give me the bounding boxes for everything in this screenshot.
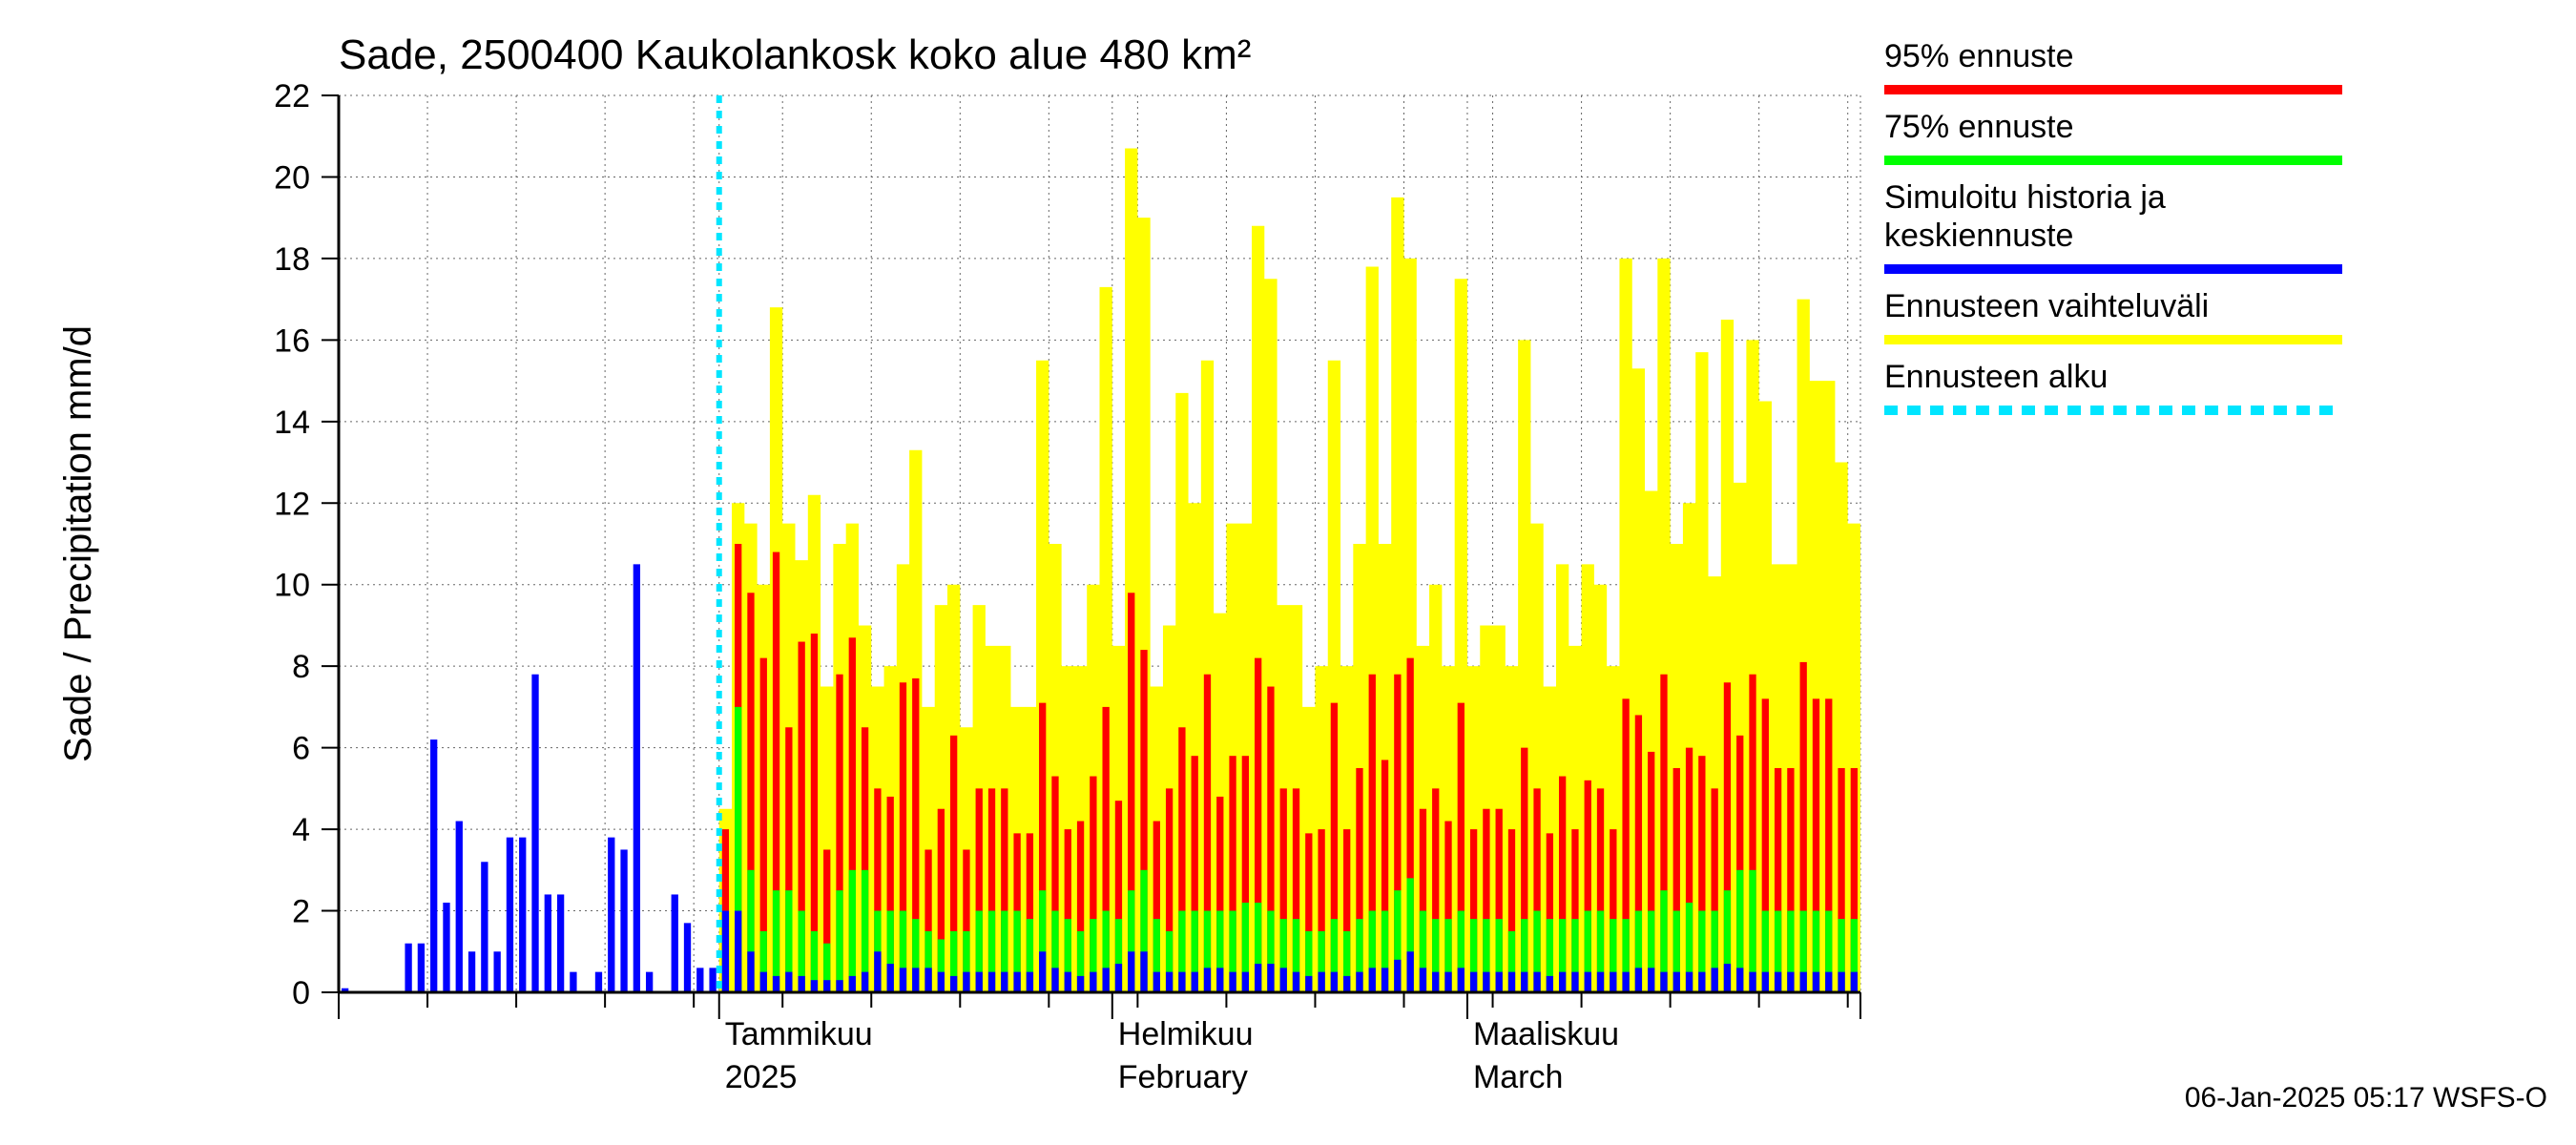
precipitation-forecast-chart: 0 2 4 6 8 10 12 14 16 18 20 22 Tammikuu 2025 Helmikuu F…	[0, 0, 2576, 1145]
svg-text:95% ennuste: 95% ennuste	[1884, 38, 2074, 74]
svg-text:Ennusteen alku: Ennusteen alku	[1884, 359, 2108, 395]
svg-text:06-Jan-2025 05:17 WSFS-O: 06-Jan-2025 05:17 WSFS-O	[2185, 1082, 2547, 1114]
svg-text:February: February	[1118, 1059, 1248, 1095]
svg-text:12: 12	[274, 486, 310, 522]
svg-text:0: 0	[292, 975, 310, 1011]
svg-text:Sade / Precipitation mm/d: Sade / Precipitation mm/d	[57, 325, 99, 762]
svg-text:14: 14	[274, 405, 310, 441]
svg-text:Ennusteen vaihteluväli: Ennusteen vaihteluväli	[1884, 288, 2209, 324]
svg-text:22: 22	[274, 78, 310, 114]
svg-text:Tammikuu: Tammikuu	[725, 1016, 873, 1052]
svg-text:6: 6	[292, 731, 310, 767]
svg-text:2: 2	[292, 894, 310, 930]
svg-text:Maaliskuu: Maaliskuu	[1473, 1016, 1619, 1052]
svg-text:18: 18	[274, 241, 310, 278]
svg-text:20: 20	[274, 159, 310, 196]
svg-text:Sade, 2500400 Kaukolankosk kok: Sade, 2500400 Kaukolankosk koko alue 480…	[339, 31, 1251, 78]
svg-text:8: 8	[292, 649, 310, 685]
svg-text:10: 10	[274, 568, 310, 604]
svg-text:75% ennuste: 75% ennuste	[1884, 109, 2074, 145]
svg-text:Simuloitu historia ja: Simuloitu historia ja	[1884, 179, 2166, 216]
svg-text:2025: 2025	[725, 1059, 798, 1095]
svg-text:keskiennuste: keskiennuste	[1884, 218, 2073, 254]
svg-text:4: 4	[292, 812, 310, 848]
svg-text:March: March	[1473, 1059, 1563, 1095]
svg-text:16: 16	[274, 323, 310, 359]
svg-text:Helmikuu: Helmikuu	[1118, 1016, 1254, 1052]
